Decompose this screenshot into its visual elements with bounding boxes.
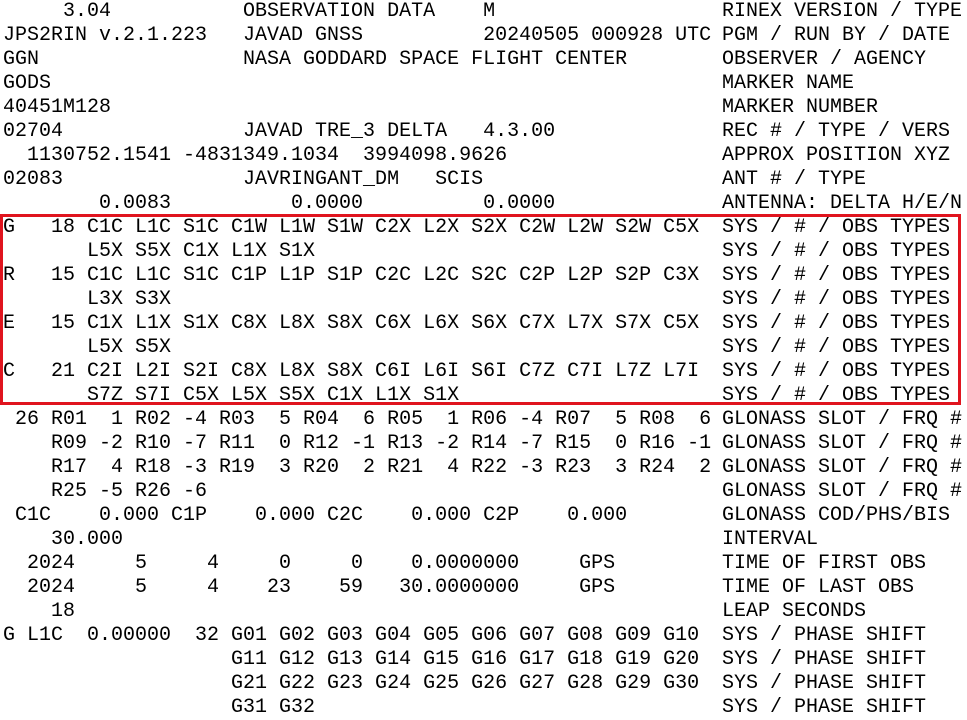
header-line-data: G 18 C1C L1C S1C C1W L1W S1W C2X L2X S2X… <box>3 216 700 239</box>
header-line-label: ANTENNA: DELTA H/E/N <box>722 192 963 215</box>
header-line-obs-types-glonass: R 15 C1C L1C S1C C1P L1P S1P C2C L2C S2C… <box>0 264 967 288</box>
header-line-data: G21 G22 G23 G24 G25 G26 G27 G28 G29 G30 <box>3 672 700 695</box>
header-line-data: 1130752.1541 -4831349.1034 3994098.9626 <box>3 144 508 167</box>
header-line-data: G L1C 0.00000 32 G01 G02 G03 G04 G05 G06… <box>3 624 700 647</box>
header-line-data: L5X S5X <box>3 336 172 359</box>
header-line-label: INTERVAL <box>722 528 819 551</box>
header-line-phase-shift-1: G L1C 0.00000 32 G01 G02 G03 G04 G05 G06… <box>0 624 967 648</box>
header-line-data: GGN NASA GODDARD SPACE FLIGHT CENTER <box>3 48 628 71</box>
header-line-marker-name: GODS MARKER NAME <box>0 72 967 96</box>
header-line-pgm-run-by: JPS2RIN v.2.1.223 JAVAD GNSS 20240505 00… <box>0 24 967 48</box>
header-line-label: SYS / # / OBS TYPES <box>722 360 951 383</box>
header-line-label: RINEX VERSION / TYPE <box>722 0 963 23</box>
header-line-label: OBSERVER / AGENCY <box>722 48 927 71</box>
header-line-data: C 21 C2I L2I S2I C8X L8X S8X C6I L6I S6I… <box>3 360 700 383</box>
header-line-label: GLONASS SLOT / FRQ # <box>722 456 963 479</box>
header-line-data: 0.0083 0.0000 0.0000 <box>3 192 556 215</box>
header-line-label: GLONASS SLOT / FRQ # <box>722 480 963 503</box>
header-line-data: L3X S3X <box>3 288 172 311</box>
header-line-interval: 30.000 INTERVAL <box>0 528 967 552</box>
header-line-data: L5X S5X C1X L1X S1X <box>3 240 316 263</box>
header-line-label: PGM / RUN BY / DATE <box>722 24 951 47</box>
header-line-data: 18 <box>3 600 76 623</box>
header-line-label: TIME OF FIRST OBS <box>722 552 927 575</box>
header-line-data: 26 R01 1 R02 -4 R03 5 R04 6 R05 1 R06 -4… <box>3 408 712 431</box>
header-line-data: R17 4 R18 -3 R19 3 R20 2 R21 4 R22 -3 R2… <box>3 456 712 479</box>
header-line-antenna-delta: 0.0083 0.0000 0.0000 ANTENNA: DELTA H/E/N <box>0 192 967 216</box>
header-line-label: ANT # / TYPE <box>722 168 867 191</box>
header-line-obs-types-gps-cont: L5X S5X C1X L1X S1X SYS / # / OBS TYPES <box>0 240 967 264</box>
header-line-data: 02704 JAVAD TRE_3 DELTA 4.3.00 <box>3 120 556 143</box>
header-line-data: C1C 0.000 C1P 0.000 C2C 0.000 C2P 0.000 <box>3 504 628 527</box>
header-line-time-last-obs: 2024 5 4 23 59 30.0000000 GPS TIME OF LAS… <box>0 576 967 600</box>
header-line-antenna-type: 02083 JAVRINGANT_DM SCIS ANT # / TYPE <box>0 168 967 192</box>
header-line-data: S7Z S7I C5X L5X S5X C1X L1X S1X <box>3 384 460 407</box>
header-line-label: MARKER NAME <box>722 72 855 95</box>
header-line-label: REC # / TYPE / VERS <box>722 120 951 143</box>
header-line-obs-types-gps: G 18 C1C L1C S1C C1W L1W S1W C2X L2X S2X… <box>0 216 967 240</box>
header-line-label: SYS / # / OBS TYPES <box>722 288 951 311</box>
header-line-phase-shift-2: G11 G12 G13 G14 G15 G16 G17 G18 G19 G20 S… <box>0 648 967 672</box>
header-line-label: GLONASS COD/PHS/BIS <box>722 504 951 527</box>
header-line-label: GLONASS SLOT / FRQ # <box>722 432 963 455</box>
header-line-data: 3.04 OBSERVATION DATA M <box>3 0 496 23</box>
header-line-data: 40451M128 <box>3 96 112 119</box>
header-line-data: 2024 5 4 23 59 30.0000000 GPS <box>3 576 616 599</box>
header-line-glonass-cod-phs-bis: C1C 0.000 C1P 0.000 C2C 0.000 C2P 0.000 G… <box>0 504 967 528</box>
header-line-data: G31 G32 <box>3 696 316 719</box>
header-line-data: GODS <box>3 72 52 95</box>
header-line-label: SYS / # / OBS TYPES <box>722 216 951 239</box>
header-line-obs-types-beidou: C 21 C2I L2I S2I C8X L8X S8X C6I L6I S6I… <box>0 360 967 384</box>
header-line-label: SYS / PHASE SHIFT <box>722 624 927 647</box>
header-line-data: 02083 JAVRINGANT_DM SCIS <box>3 168 484 191</box>
header-line-glonass-slot-1: 26 R01 1 R02 -4 R03 5 R04 6 R05 1 R06 -4… <box>0 408 967 432</box>
header-line-glonass-slot-3: R17 4 R18 -3 R19 3 R20 2 R21 4 R22 -3 R2… <box>0 456 967 480</box>
header-line-observer-agency: GGN NASA GODDARD SPACE FLIGHT CENTER OBSE… <box>0 48 967 72</box>
header-line-data: R25 -5 R26 -6 <box>3 480 208 503</box>
header-line-phase-shift-4: G31 G32 SYS / PHASE SHIFT <box>0 696 967 720</box>
header-line-marker-number: 40451M128 MARKER NUMBER <box>0 96 967 120</box>
header-line-label: SYS / # / OBS TYPES <box>722 384 951 407</box>
header-line-glonass-slot-4: R25 -5 R26 -6 GLONASS SLOT / FRQ # <box>0 480 967 504</box>
header-line-data: G11 G12 G13 G14 G15 G16 G17 G18 G19 G20 <box>3 648 700 671</box>
header-line-data: R 15 C1C L1C S1C C1P L1P S1P C2C L2C S2C… <box>3 264 700 287</box>
header-line-receiver: 02704 JAVAD TRE_3 DELTA 4.3.00 REC # / TY… <box>0 120 967 144</box>
header-line-obs-types-beidou-cont: S7Z S7I C5X L5X S5X C1X L1X S1X SYS / # /… <box>0 384 967 408</box>
header-line-label: SYS / PHASE SHIFT <box>722 696 927 719</box>
header-line-label: MARKER NUMBER <box>722 96 879 119</box>
header-line-label: TIME OF LAST OBS <box>722 576 915 599</box>
header-line-label: SYS / # / OBS TYPES <box>722 336 951 359</box>
header-line-obs-types-glonass-cont: L3X S3X SYS / # / OBS TYPES <box>0 288 967 312</box>
header-line-data: 30.000 <box>3 528 124 551</box>
header-line-data: R09 -2 R10 -7 R11 0 R12 -1 R13 -2 R14 -7… <box>3 432 712 455</box>
header-line-data: E 15 C1X L1X S1X C8X L8X S8X C6X L6X S6X… <box>3 312 700 335</box>
header-line-time-first-obs: 2024 5 4 0 0 0.0000000 GPS TIME OF FIRST … <box>0 552 967 576</box>
header-line-rinex-version: 3.04 OBSERVATION DATA M RINEX VERSION / T… <box>0 0 967 24</box>
header-line-label: SYS / # / OBS TYPES <box>722 264 951 287</box>
header-line-obs-types-galileo-cont: L5X S5X SYS / # / OBS TYPES <box>0 336 967 360</box>
header-line-leap-seconds: 18 LEAP SECONDS <box>0 600 967 624</box>
header-line-label: APPROX POSITION XYZ <box>722 144 951 167</box>
header-line-phase-shift-3: G21 G22 G23 G24 G25 G26 G27 G28 G29 G30 S… <box>0 672 967 696</box>
header-line-approx-position: 1130752.1541 -4831349.1034 3994098.9626 A… <box>0 144 967 168</box>
header-line-label: GLONASS SLOT / FRQ # <box>722 408 963 431</box>
header-line-obs-types-galileo: E 15 C1X L1X S1X C8X L8X S8X C6X L6X S6X… <box>0 312 967 336</box>
header-line-data: JPS2RIN v.2.1.223 JAVAD GNSS 20240505 00… <box>3 24 712 47</box>
header-line-glonass-slot-2: R09 -2 R10 -7 R11 0 R12 -1 R13 -2 R14 -7… <box>0 432 967 456</box>
header-line-label: LEAP SECONDS <box>722 600 867 623</box>
header-line-data: 2024 5 4 0 0 0.0000000 GPS <box>3 552 616 575</box>
header-line-label: SYS / # / OBS TYPES <box>722 240 951 263</box>
header-line-label: SYS / # / OBS TYPES <box>722 312 951 335</box>
header-line-label: SYS / PHASE SHIFT <box>722 672 927 695</box>
header-line-label: SYS / PHASE SHIFT <box>722 648 927 671</box>
